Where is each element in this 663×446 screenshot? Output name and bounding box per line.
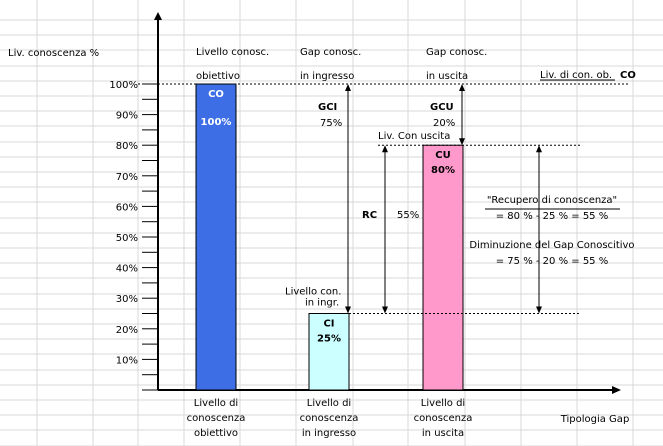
y-axis-arrow bbox=[154, 12, 162, 20]
gap-arrow-gcu-head-bottom bbox=[459, 138, 465, 146]
gap-arrow-gci-head-bottom bbox=[345, 306, 351, 314]
gap-value-gcu: 20% bbox=[433, 118, 455, 129]
category-label: conoscenza bbox=[187, 413, 246, 424]
column-header: Gap conosc. bbox=[426, 47, 487, 58]
bar-value-label: 80% bbox=[431, 165, 455, 176]
ref-label-ci: Livello con. bbox=[285, 287, 341, 298]
bars: CO 100% CI 25% CU 80% bbox=[195, 83, 464, 391]
gap-arrow-gcu-head-top bbox=[459, 84, 465, 91]
y-tick-label: 60% bbox=[116, 202, 138, 213]
bar bbox=[422, 144, 464, 391]
x-axis-arrow bbox=[612, 386, 621, 394]
annotation-gap-formula: = 75 % - 20 % = 55 % bbox=[496, 256, 608, 267]
y-tick-label: 30% bbox=[116, 294, 138, 305]
annotation-gap-title: Diminuzione del Gap Conoscitivo bbox=[469, 240, 634, 251]
gap-code-rc: RC bbox=[362, 210, 377, 221]
ref-label-cu: Liv. Con uscita bbox=[378, 131, 450, 142]
gap-value-rc: 55% bbox=[397, 210, 419, 221]
ref-label-ci: in ingr. bbox=[305, 298, 339, 309]
category-label: conoscenza bbox=[414, 413, 473, 424]
y-tick-label: 90% bbox=[116, 111, 138, 122]
reference-lines: Liv. di con. ob. CO Liv. Con uscita Livello… bbox=[138, 70, 636, 314]
y-tick-label: 50% bbox=[116, 233, 138, 244]
column-header: in ingresso bbox=[300, 71, 354, 82]
bar-code-label: CU bbox=[435, 150, 450, 161]
y-tick-label: 10% bbox=[116, 355, 138, 366]
ref-code-co: CO bbox=[620, 70, 636, 81]
category-label: in ingresso bbox=[302, 428, 356, 439]
gap-arrow-gci-head-top bbox=[345, 84, 351, 91]
category-label: conoscenza bbox=[300, 413, 359, 424]
y-tick-label: 80% bbox=[116, 141, 138, 152]
column-header: Livello conosc. bbox=[196, 47, 269, 58]
gap-code-gci: GCI bbox=[318, 102, 337, 113]
annotation-recovery-title: "Recupero di conoscenza" bbox=[487, 195, 617, 206]
category-label: Livello di bbox=[307, 398, 351, 409]
gap-arrows: GCI 75% GCU 20% RC 55% bbox=[318, 84, 542, 314]
category-label: obiettivo bbox=[194, 428, 238, 439]
axes: 100% 90% 80% 70% 60% 50% 40% 30% 20% 10% Liv. cono… bbox=[8, 12, 629, 439]
annotation-arrow-head-top bbox=[536, 145, 542, 153]
bar-value-label: 100% bbox=[201, 117, 232, 128]
y-tick-label: 70% bbox=[116, 172, 138, 183]
y-tick-label: 40% bbox=[116, 264, 138, 275]
annotation-recovery-formula: = 80 % - 25 % = 55 % bbox=[496, 211, 608, 222]
bar bbox=[195, 83, 237, 391]
gap-arrow-rc-head-top bbox=[382, 145, 388, 153]
labels: "Recupero di conoscenza" = 80 % - 25 % = … bbox=[469, 195, 634, 267]
annotation-arrow-head-bottom bbox=[536, 306, 542, 314]
column-header: in uscita bbox=[426, 71, 468, 82]
category-label: in uscita bbox=[422, 428, 464, 439]
gap-code-gcu: GCU bbox=[430, 102, 454, 113]
y-axis-label: Liv. conoscenza % bbox=[8, 48, 99, 59]
bar-code-label: CI bbox=[323, 319, 334, 330]
gap-arrow-rc-head-bottom bbox=[382, 306, 388, 314]
column-header: Gap conosc. bbox=[300, 47, 361, 58]
column-header: obiettivo bbox=[196, 71, 240, 82]
x-axis-label: Tipologia Gap bbox=[560, 414, 630, 425]
category-label: Livello di bbox=[194, 398, 238, 409]
gap-value-gci: 75% bbox=[320, 118, 342, 129]
y-tick-label: 20% bbox=[116, 325, 138, 336]
y-tick-label: 100% bbox=[109, 80, 138, 91]
ref-label-co: Liv. di con. ob. bbox=[540, 70, 612, 81]
bar-value-label: 25% bbox=[317, 334, 341, 345]
bar-code-label: CO bbox=[208, 89, 224, 100]
category-label: Livello di bbox=[421, 398, 465, 409]
bar bbox=[308, 313, 350, 391]
